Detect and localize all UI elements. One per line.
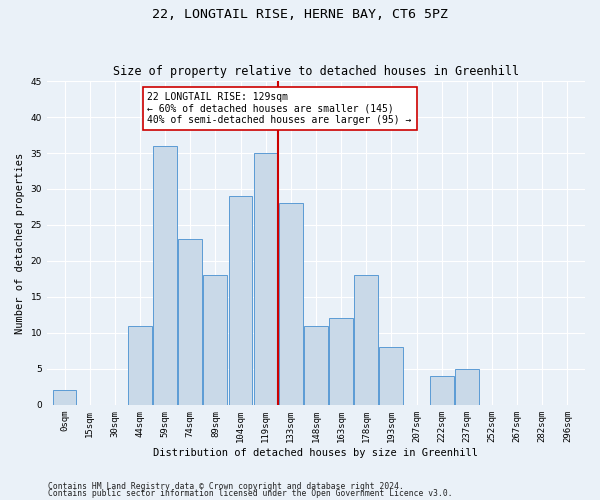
Bar <box>379 348 403 405</box>
Bar <box>53 390 76 405</box>
Text: Contains HM Land Registry data © Crown copyright and database right 2024.: Contains HM Land Registry data © Crown c… <box>48 482 404 491</box>
Bar <box>304 326 328 405</box>
Bar <box>203 276 227 405</box>
Text: 22, LONGTAIL RISE, HERNE BAY, CT6 5PZ: 22, LONGTAIL RISE, HERNE BAY, CT6 5PZ <box>152 8 448 20</box>
Text: Contains public sector information licensed under the Open Government Licence v3: Contains public sector information licen… <box>48 490 452 498</box>
Y-axis label: Number of detached properties: Number of detached properties <box>15 152 25 334</box>
Bar <box>229 196 253 405</box>
Bar <box>279 204 303 405</box>
Bar <box>455 369 479 405</box>
Text: 22 LONGTAIL RISE: 129sqm
← 60% of detached houses are smaller (145)
40% of semi-: 22 LONGTAIL RISE: 129sqm ← 60% of detach… <box>148 92 412 125</box>
Bar <box>128 326 152 405</box>
Bar <box>355 276 378 405</box>
X-axis label: Distribution of detached houses by size in Greenhill: Distribution of detached houses by size … <box>154 448 478 458</box>
Bar <box>178 240 202 405</box>
Bar <box>254 153 278 405</box>
Title: Size of property relative to detached houses in Greenhill: Size of property relative to detached ho… <box>113 66 519 78</box>
Bar <box>153 146 177 405</box>
Bar <box>329 318 353 405</box>
Bar <box>430 376 454 405</box>
